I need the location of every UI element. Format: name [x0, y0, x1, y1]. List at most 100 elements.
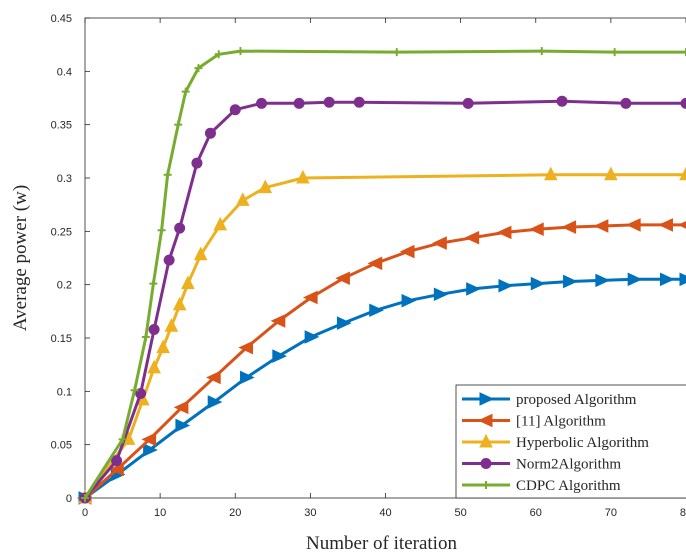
data-point [496, 225, 512, 240]
legend-marker [480, 458, 492, 469]
data-point [462, 97, 474, 109]
data-point [392, 48, 401, 57]
y-tick-label: 0.05 [51, 440, 72, 452]
data-point [118, 435, 127, 444]
data-point [270, 314, 286, 328]
data-point [172, 296, 187, 311]
legend-marker [477, 413, 493, 428]
y-tick-label: 0.25 [51, 226, 72, 238]
data-point [293, 97, 305, 109]
data-point [206, 370, 221, 385]
data-point [141, 332, 150, 341]
data-point [620, 97, 632, 109]
data-point [677, 221, 686, 229]
data-point [323, 96, 335, 108]
data-point [625, 218, 641, 232]
y-tick-label: 0.1 [57, 386, 72, 398]
data-point [213, 216, 228, 231]
y-tick-label: 0.4 [57, 66, 72, 78]
x-tick-label: 20 [229, 507, 241, 519]
legend-marker [482, 481, 490, 489]
data-point [537, 47, 546, 56]
data-point [193, 246, 208, 261]
x-tick-label: 60 [530, 507, 542, 519]
data-point [149, 279, 158, 288]
series-4 [81, 47, 686, 502]
data-point [593, 219, 609, 233]
data-point [207, 395, 223, 409]
series-line [83, 49, 686, 499]
data-point [530, 276, 546, 291]
data-point [111, 455, 123, 467]
data-point [433, 287, 449, 302]
legend-label: proposed Algorithm [516, 392, 637, 408]
data-point [543, 166, 558, 181]
y-axis-label: Average power (w) [10, 185, 31, 331]
legend-item: Norm2Algorithm [462, 457, 621, 473]
x-tick-label: 0 [82, 507, 88, 519]
data-point [181, 275, 195, 290]
data-point [498, 278, 514, 293]
axes: 0 10 20 30 40 50 60 70 80 0 0.05 0.1 0.15 0.2 0.25 0.3 0… [51, 13, 686, 519]
x-tick-label: 10 [154, 507, 166, 519]
legend: proposed Algorithm [11] Algorithm Hyperbol… [455, 384, 686, 499]
data-point [680, 97, 686, 109]
data-point [304, 330, 320, 344]
data-point [679, 166, 686, 181]
data-point [679, 272, 686, 287]
legend-item: Hyperbolic Algorithm [462, 433, 649, 451]
y-tick-label: 0.2 [57, 280, 72, 292]
data-point [163, 170, 172, 179]
legend-label: Hyperbolic Algorithm [516, 435, 649, 451]
data-point [238, 340, 254, 355]
legend-item: [11] Algorithm [462, 414, 606, 430]
y-tick-label: 0.45 [51, 13, 72, 25]
data-point [466, 282, 481, 296]
data-point [130, 386, 139, 395]
data-point [659, 272, 675, 287]
x-tick-label: 40 [379, 507, 391, 519]
data-point [256, 97, 268, 109]
data-point [141, 432, 157, 447]
legend-label: Norm2Algorithm [516, 457, 621, 473]
legend-item: CDPC Algorithm [462, 478, 621, 494]
y-tick-label: 0.3 [57, 173, 72, 185]
legend-item: proposed Algorithm [462, 392, 637, 408]
y-tick-label: 0.15 [51, 333, 72, 345]
data-point [556, 95, 568, 107]
plot-area [77, 47, 686, 505]
series-0 [78, 272, 686, 505]
data-point [204, 127, 216, 139]
data-point [229, 104, 241, 116]
data-point [181, 87, 190, 96]
x-axis-label: Number of iteration [306, 533, 457, 554]
data-point [81, 494, 89, 502]
data-point [194, 64, 203, 73]
data-point [432, 236, 447, 250]
legend-label: [11] Algorithm [516, 414, 606, 430]
data-point [336, 316, 352, 330]
data-point [369, 303, 384, 318]
y-tick-label: 0.35 [51, 120, 72, 132]
data-point [156, 339, 170, 354]
data-point [682, 48, 686, 57]
data-point [595, 273, 611, 288]
data-point [109, 462, 124, 476]
data-point [367, 256, 383, 271]
legend-marker [479, 433, 493, 448]
data-point [604, 166, 618, 181]
data-point [236, 47, 245, 56]
data-point [148, 323, 160, 335]
data-point [335, 271, 350, 286]
data-point [174, 120, 183, 129]
data-point [258, 179, 273, 194]
x-tick-label: 80 [680, 507, 686, 519]
data-point [173, 400, 189, 415]
data-point [163, 254, 175, 266]
series-line [83, 173, 686, 499]
data-point [563, 274, 578, 289]
x-tick-label: 50 [455, 507, 467, 519]
plot-frame [84, 17, 686, 499]
